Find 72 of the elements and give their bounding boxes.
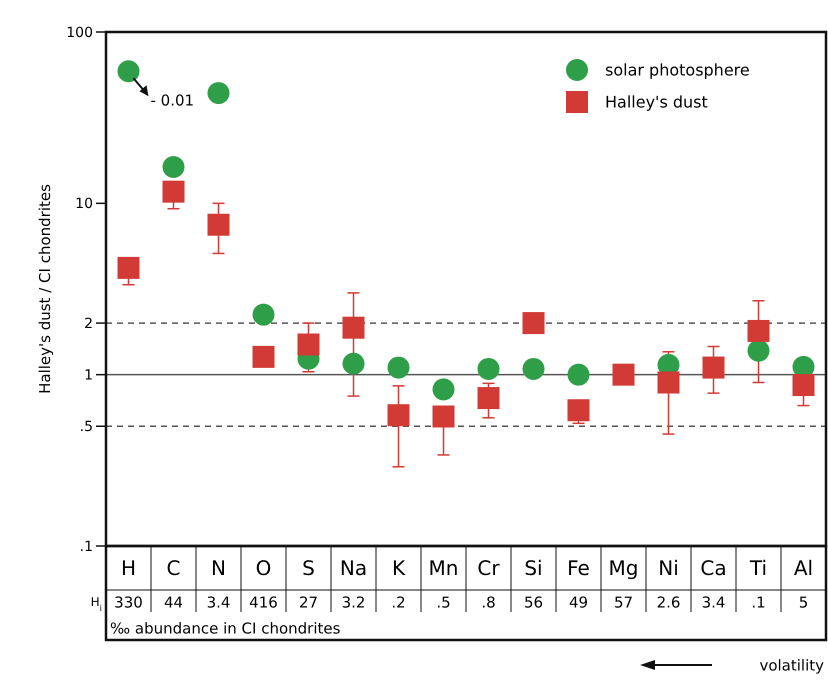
point: [522, 358, 544, 380]
y-tick-label: .1: [80, 538, 93, 555]
x-tick-label: Na: [340, 556, 368, 580]
point: [118, 256, 140, 279]
text: 56: [524, 593, 544, 612]
point: [252, 346, 274, 368]
x-tick-label: C: [166, 556, 180, 580]
x-tick-label: O: [256, 556, 272, 580]
x-tick-label: Cr: [477, 556, 500, 580]
legend-label: solar photosphere: [605, 60, 750, 80]
point: [432, 378, 454, 400]
x-tick-label: Si: [524, 556, 543, 580]
text: 416: [249, 593, 278, 612]
point: [208, 82, 230, 104]
point: [478, 387, 500, 410]
text: 27: [298, 593, 318, 612]
point: [478, 358, 500, 380]
text: 49: [568, 593, 588, 612]
text: H$_{i}$: [90, 595, 102, 614]
y-tick-label: 100: [66, 24, 93, 41]
x-tick-label: K: [392, 556, 406, 580]
point: [118, 60, 140, 82]
text: .2: [391, 593, 406, 612]
point: [388, 404, 410, 426]
point: [748, 320, 770, 342]
y-axis-title: Halley's dust / CI chondrites: [36, 184, 54, 394]
legend-label: Halley's dust: [605, 92, 708, 112]
point: [162, 180, 184, 203]
text: 2.6: [656, 593, 680, 612]
point: [568, 364, 590, 386]
y-tick-label: .5: [80, 419, 93, 436]
text: 330: [114, 593, 143, 612]
point: [522, 312, 544, 334]
x-tick-label: Ti: [748, 556, 768, 580]
point: [388, 356, 410, 379]
text: .5: [436, 593, 451, 612]
y-tick-label: 2: [84, 316, 93, 332]
text: 5: [798, 593, 808, 612]
point: [702, 356, 724, 379]
x-tick-label: Mg: [608, 556, 638, 580]
point: [568, 399, 590, 422]
point: [298, 333, 320, 356]
text: 44: [164, 593, 184, 612]
text: 57: [614, 593, 634, 612]
point: [252, 304, 274, 326]
annotation: - 0.01: [150, 91, 194, 110]
point: [432, 405, 454, 428]
x-tick-label: Ni: [658, 556, 679, 580]
point: [658, 372, 680, 394]
x-tick-label: Al: [794, 556, 814, 580]
y-tick-label: 1: [84, 368, 93, 384]
text: ‰ abundance in CI chondrites: [110, 619, 341, 638]
x-tick-label: N: [211, 556, 226, 580]
text: 3.4: [206, 593, 230, 612]
point: [342, 316, 364, 339]
text: .1: [751, 593, 766, 612]
x-tick-label: Mn: [428, 556, 458, 580]
point: [162, 156, 184, 178]
text: 3.2: [342, 593, 366, 612]
point: [342, 352, 364, 375]
text: volatility: [759, 656, 824, 674]
point: [612, 364, 634, 386]
text: .8: [481, 593, 496, 612]
x-tick-label: H: [120, 556, 136, 580]
x-tick-label: Fe: [567, 556, 590, 580]
x-tick-label: S: [302, 556, 315, 580]
x-tick-label: Ca: [700, 556, 727, 580]
point: [748, 340, 770, 362]
point: [208, 214, 230, 236]
point: [792, 374, 814, 396]
text: 3.4: [702, 593, 726, 612]
y-tick-label: 10: [75, 196, 93, 212]
